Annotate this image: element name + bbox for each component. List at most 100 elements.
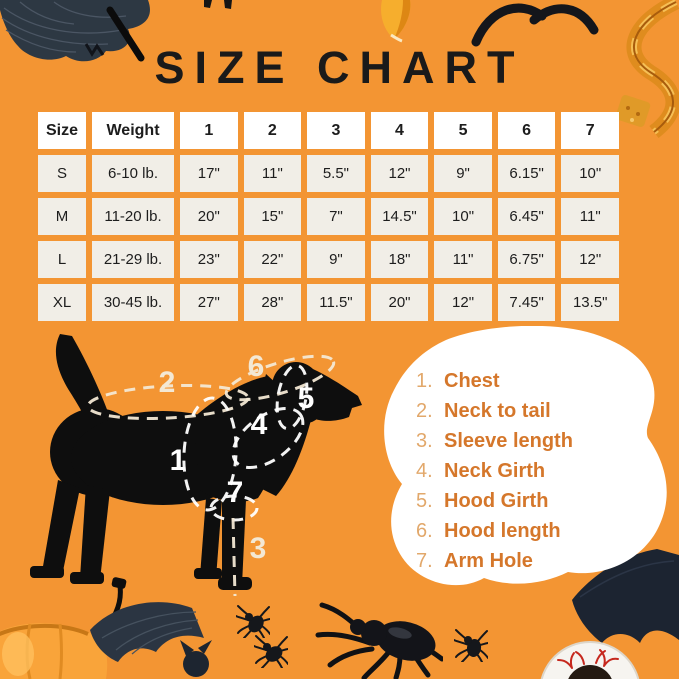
- legend-blob-shape: [384, 326, 667, 586]
- table-cell: 9": [307, 241, 365, 278]
- measure-line-hood-length: [224, 354, 336, 402]
- legend-item-label: Chest: [444, 370, 500, 392]
- table-cell: 12": [561, 241, 619, 278]
- ribbon-piece-icon: [615, 95, 651, 127]
- measurement-legend: 1. Chest 2. Neck to tail 3. Sleeve lengt…: [372, 326, 678, 618]
- table-cell: 28": [243, 284, 302, 321]
- table-cell: 21-29 lb.: [92, 241, 174, 278]
- table-cell: 18": [370, 241, 429, 278]
- table-header-size: Size: [38, 112, 86, 149]
- paper-bat-bottom-right-icon: [572, 549, 679, 643]
- legend-item-label: Arm Hole: [444, 550, 533, 572]
- table-cell: 7.45": [497, 284, 556, 321]
- measure-line-sleeve-length: [231, 517, 237, 597]
- legend-item: 7. Arm Hole: [416, 546, 573, 576]
- legend-item-number: 6.: [416, 520, 433, 542]
- diagram-marker-4: 4: [251, 408, 268, 441]
- table-cell-size-m: M: [38, 198, 86, 235]
- table-cell-size-xl: XL: [38, 284, 86, 321]
- table-cell: 6.45": [497, 198, 556, 235]
- small-spider-icon: [454, 629, 488, 662]
- legend-item: 6. Hood length: [416, 516, 573, 546]
- dog-measurement-diagram: 1 2 3 4 5 6 7: [30, 334, 362, 597]
- legend-item-label: Sleeve length: [444, 430, 573, 452]
- table-cell: 20": [370, 284, 429, 321]
- candy-top-icon: [381, 0, 411, 43]
- table-cell-size-s: S: [38, 155, 86, 192]
- table-cell: 10": [561, 155, 619, 192]
- table-cell: 22": [243, 241, 302, 278]
- table-cell: 6-10 lb.: [92, 155, 174, 192]
- legend-item-number: 1.: [416, 370, 433, 392]
- table-header-6: 6: [497, 112, 556, 149]
- legend-item-number: 4.: [416, 460, 433, 482]
- diagram-marker-3: 3: [250, 532, 267, 565]
- table-cell: 12": [434, 284, 492, 321]
- legend-item-number: 2.: [416, 400, 433, 422]
- legend-item-label: Neck to tail: [444, 400, 551, 422]
- table-cell: 6.15": [497, 155, 556, 192]
- table-header-weight: Weight: [92, 112, 174, 149]
- table-cell: 5.5": [307, 155, 365, 192]
- table-cell: 11-20 lb.: [92, 198, 174, 235]
- measure-line-chest: [182, 396, 238, 512]
- table-cell: 11.5": [307, 284, 365, 321]
- legend-item-number: 7.: [416, 550, 433, 572]
- table-cell-size-l: L: [38, 241, 86, 278]
- table-cell: 6.75": [497, 241, 556, 278]
- legend-item-number: 3.: [416, 430, 433, 452]
- diagram-marker-2: 2: [159, 366, 176, 399]
- table-cell: 20": [180, 198, 238, 235]
- table-cell: 15": [243, 198, 302, 235]
- diagram-marker-6: 6: [248, 350, 265, 383]
- legend-item-label: Hood Girth: [444, 490, 549, 512]
- table-cell: 11": [434, 241, 492, 278]
- table-cell: 27": [180, 284, 238, 321]
- table-header-1: 1: [180, 112, 238, 149]
- size-table: Size Weight 1 2 3 4 5 6 7 S 6-10 lb. 17"…: [38, 112, 619, 321]
- diagram-marker-7: 7: [227, 476, 244, 509]
- table-header-7: 7: [561, 112, 619, 149]
- table-cell: 30-45 lb.: [92, 284, 174, 321]
- eyeball-icon: [540, 641, 640, 679]
- spider-headband-top-right-icon: [471, 3, 599, 47]
- table-cell: 23": [180, 241, 238, 278]
- table-header-4: 4: [370, 112, 429, 149]
- legend-item: 5. Hood Girth: [416, 486, 573, 516]
- bat-wing-bottom-left-icon: [90, 602, 212, 677]
- dog-silhouette-icon: [30, 334, 362, 590]
- page-title: SIZE CHART: [154, 42, 525, 93]
- table-cell: 9": [434, 155, 492, 192]
- pumpkin-pail-bottom-left-icon: [0, 577, 127, 679]
- legend-item: 2. Neck to tail: [416, 396, 573, 426]
- legend-item: 4. Neck Girth: [416, 456, 573, 486]
- table-header-2: 2: [243, 112, 302, 149]
- measure-line-neck-girth: [231, 407, 305, 469]
- table-cell: 10": [434, 198, 492, 235]
- diagram-marker-5: 5: [298, 382, 315, 415]
- table-cell: 7": [307, 198, 365, 235]
- bat-top-left-icon: [0, 0, 150, 62]
- legend-list: 1. Chest 2. Neck to tail 3. Sleeve lengt…: [416, 366, 573, 576]
- bat-head-icon: [183, 651, 209, 677]
- diagram-marker-1: 1: [170, 444, 187, 477]
- table-cell: 13.5": [561, 284, 619, 321]
- small-spider-icon: [254, 635, 288, 668]
- legend-item: 1. Chest: [416, 366, 573, 396]
- table-cell: 17": [180, 155, 238, 192]
- legend-item-number: 5.: [416, 490, 433, 512]
- legend-item-label: Hood length: [444, 520, 561, 542]
- ribbon-curl-right-icon: [615, 0, 679, 138]
- table-header-5: 5: [434, 112, 492, 149]
- table-header-3: 3: [307, 112, 365, 149]
- stick-top-left-icon: [106, 6, 145, 62]
- small-spider-icon: [236, 605, 270, 638]
- table-cell: 12": [370, 155, 429, 192]
- table-cell: 11": [243, 155, 302, 192]
- big-spider-icon: [315, 602, 443, 679]
- table-cell: 11": [561, 198, 619, 235]
- legend-item: 3. Sleeve length: [416, 426, 573, 456]
- table-cell: 14.5": [370, 198, 429, 235]
- top-edge-marks-icon: [204, 0, 232, 9]
